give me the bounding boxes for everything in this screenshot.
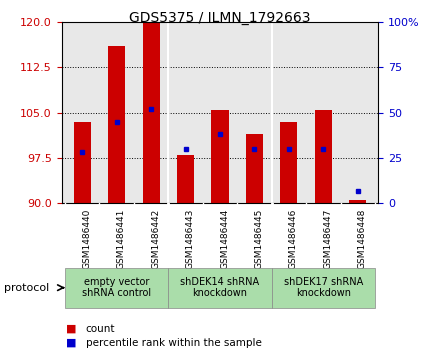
Bar <box>169 268 271 308</box>
Text: GSM1486448: GSM1486448 <box>358 208 367 269</box>
Bar <box>65 268 169 308</box>
Text: GSM1486442: GSM1486442 <box>151 208 160 269</box>
Text: GSM1486445: GSM1486445 <box>254 208 264 269</box>
Text: shDEK17 shRNA
knockdown: shDEK17 shRNA knockdown <box>284 277 363 298</box>
Bar <box>349 200 367 203</box>
Text: protocol: protocol <box>4 283 50 293</box>
Text: GSM1486443: GSM1486443 <box>186 208 194 269</box>
Text: GDS5375 / ILMN_1792663: GDS5375 / ILMN_1792663 <box>129 11 311 25</box>
Text: GSM1486444: GSM1486444 <box>220 208 229 269</box>
Bar <box>73 122 91 203</box>
Bar <box>143 22 160 203</box>
Text: GSM1486440: GSM1486440 <box>82 208 91 269</box>
Text: GSM1486447: GSM1486447 <box>323 208 332 269</box>
Bar <box>211 110 229 203</box>
Text: ■: ■ <box>66 338 77 348</box>
Text: empty vector
shRNA control: empty vector shRNA control <box>82 277 151 298</box>
Text: count: count <box>86 323 115 334</box>
Text: shDEK14 shRNA
knockdown: shDEK14 shRNA knockdown <box>180 277 260 298</box>
Bar <box>177 155 194 203</box>
Bar <box>108 46 125 203</box>
Text: ■: ■ <box>66 323 77 334</box>
Bar <box>315 110 332 203</box>
Bar <box>271 268 375 308</box>
Bar <box>280 122 297 203</box>
Text: percentile rank within the sample: percentile rank within the sample <box>86 338 262 348</box>
Text: GSM1486446: GSM1486446 <box>289 208 298 269</box>
Bar <box>246 134 263 203</box>
Text: GSM1486441: GSM1486441 <box>117 208 126 269</box>
